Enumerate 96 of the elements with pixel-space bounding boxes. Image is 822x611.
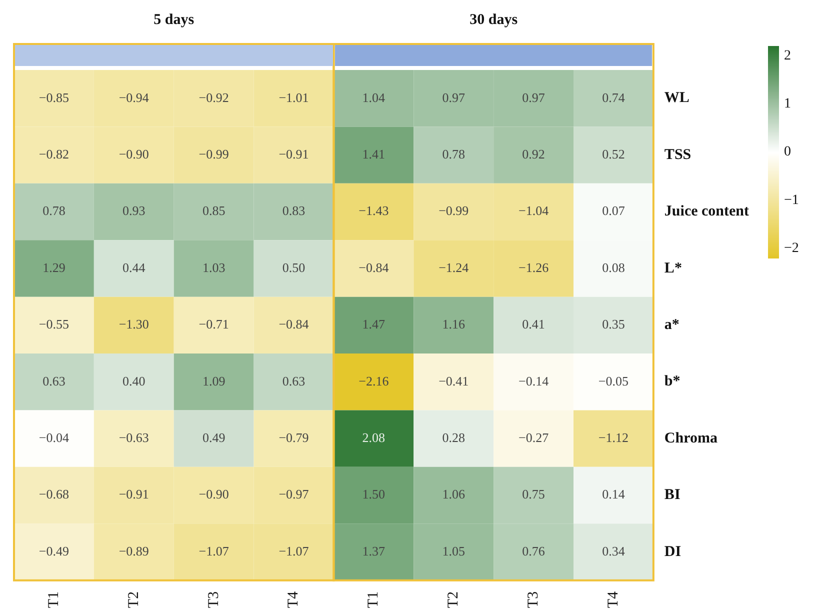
data-label: 1.16 <box>442 316 466 332</box>
x-tick-label: T2 <box>126 591 142 608</box>
data-label: −0.85 <box>38 90 70 105</box>
data-label: −0.99 <box>438 203 469 218</box>
data-label: 1.41 <box>362 146 386 162</box>
data-label: −0.91 <box>118 486 149 502</box>
data-label: 0.63 <box>282 373 306 388</box>
text: 5 days <box>154 12 194 28</box>
data-label: −1.30 <box>118 316 149 332</box>
y-tick-label: a* <box>664 317 680 334</box>
data-label: 1.09 <box>202 373 226 388</box>
y-tick-label: Chroma <box>664 430 718 446</box>
data-label: −0.94 <box>118 90 150 105</box>
data-label: −0.97 <box>278 486 310 502</box>
x-tick-label: T4 <box>286 590 302 608</box>
data-label: −0.14 <box>518 373 550 388</box>
data-label: 0.97 <box>522 90 546 105</box>
y-tick-label: L* <box>664 260 682 276</box>
data-label: 0.40 <box>122 373 146 388</box>
data-label: 2.08 <box>362 430 386 445</box>
data-label: −1.07 <box>198 543 230 558</box>
data-label: −1.07 <box>278 543 310 558</box>
data-label: 0.28 <box>442 430 465 445</box>
data-label: 1.37 <box>362 543 386 558</box>
data-label: 0.76 <box>522 543 546 558</box>
data-label: 0.35 <box>602 316 625 332</box>
color-bar-label: −2 <box>784 241 799 256</box>
data-label: 0.93 <box>122 203 146 218</box>
data-label: 0.74 <box>602 90 626 105</box>
data-label: −1.24 <box>438 260 470 275</box>
data-label: 0.08 <box>602 260 625 275</box>
data-label: 1.03 <box>202 260 226 275</box>
color-bar-label: −1 <box>784 192 799 208</box>
data-label: −1.04 <box>518 203 550 218</box>
data-label: −0.84 <box>278 316 310 332</box>
y-tick-label: WL <box>664 90 690 106</box>
data-label: 0.97 <box>442 90 466 105</box>
data-label: −0.91 <box>278 146 309 162</box>
data-label: 1.06 <box>442 486 466 502</box>
data-label: 0.50 <box>282 260 306 275</box>
data-label: 1.29 <box>42 260 66 275</box>
x-tick-label: T4 <box>605 590 622 608</box>
data-label: −0.41 <box>438 373 469 388</box>
data-label: 1.04 <box>362 90 386 105</box>
data-label: 0.75 <box>522 486 545 502</box>
y-tick-label: b* <box>664 374 680 390</box>
x-tick-label: T3 <box>525 591 542 608</box>
text: 30 days <box>470 12 518 28</box>
data-label: −0.04 <box>38 430 70 445</box>
data-label: 0.41 <box>522 316 545 332</box>
y-tick-label: DI <box>664 544 682 560</box>
y-tick-label: BI <box>664 487 680 504</box>
data-label: 0.92 <box>522 146 545 162</box>
data-label: −0.89 <box>118 543 149 558</box>
y-tick-label: Juice content <box>664 204 750 220</box>
data-label: −0.79 <box>278 430 309 445</box>
data-label: 0.83 <box>282 203 306 218</box>
data-label: 0.78 <box>42 203 66 218</box>
data-label: −0.27 <box>518 430 550 445</box>
data-label: −1.01 <box>278 90 309 105</box>
data-label: −0.82 <box>38 146 70 162</box>
data-label: 0.44 <box>122 260 146 275</box>
data-label: −0.92 <box>198 90 229 105</box>
x-tick-label: T2 <box>446 591 462 608</box>
data-label: 0.85 <box>202 203 226 218</box>
data-label: 1.47 <box>362 316 386 332</box>
data-label: −0.68 <box>38 486 70 502</box>
y-tick-label: TSS <box>664 146 692 163</box>
data-label: 0.07 <box>602 203 626 218</box>
data-label: 1.50 <box>362 486 386 502</box>
data-label: −0.99 <box>198 146 229 162</box>
x-tick-label: T3 <box>206 591 222 608</box>
data-label: −0.49 <box>38 543 70 558</box>
data-label: 0.78 <box>442 146 465 162</box>
data-label: 1.05 <box>442 543 465 558</box>
color-bar-label: 1 <box>784 96 791 112</box>
data-label: 0.34 <box>602 543 626 558</box>
data-label: −0.84 <box>358 260 390 275</box>
data-label: −0.71 <box>198 316 229 332</box>
data-label: −0.90 <box>198 486 229 502</box>
data-label: −1.12 <box>598 430 629 445</box>
data-label: −1.43 <box>358 203 389 218</box>
color-bar-label: 0 <box>784 144 791 160</box>
data-label: −2.16 <box>358 373 390 388</box>
data-label: −0.05 <box>598 373 629 388</box>
data-label: 0.52 <box>602 146 625 162</box>
data-label: 0.49 <box>202 430 226 445</box>
data-label: −1.26 <box>518 260 550 275</box>
color-bar-label: 2 <box>784 48 791 64</box>
data-label: −0.90 <box>118 146 149 162</box>
data-label: −0.55 <box>38 316 70 332</box>
data-label: 0.63 <box>42 373 66 388</box>
x-tick-label: T1 <box>46 591 62 608</box>
data-label: 0.14 <box>602 486 626 502</box>
x-tick-label: T1 <box>366 591 382 608</box>
data-label: −0.63 <box>118 430 149 445</box>
